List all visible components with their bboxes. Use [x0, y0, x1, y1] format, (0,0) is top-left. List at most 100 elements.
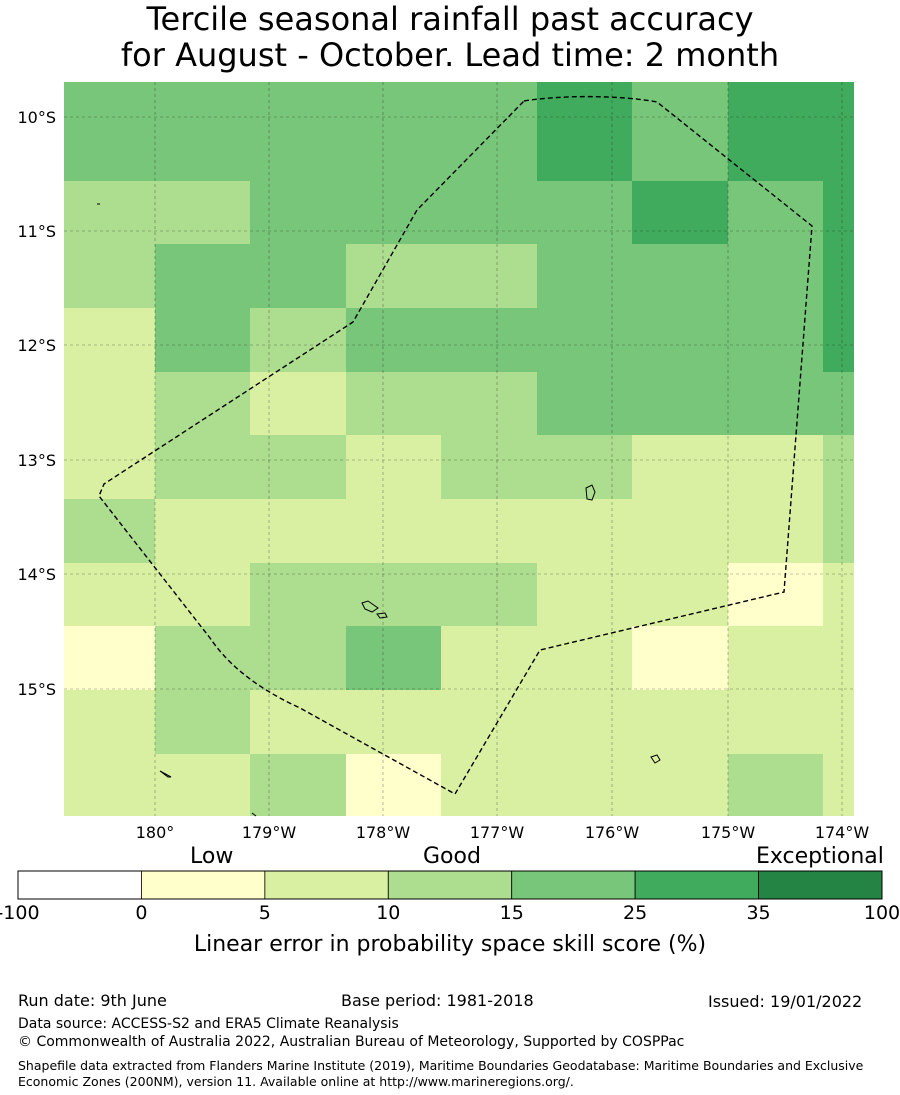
skill-grid — [64, 82, 854, 816]
grid-cell — [346, 499, 441, 563]
grid-cell — [346, 308, 441, 372]
colorbar-tick-label: 10 — [376, 902, 401, 924]
grid-cell — [441, 308, 537, 372]
grid-cell — [250, 181, 346, 244]
grid-cell — [823, 308, 854, 372]
grid-cell — [537, 117, 632, 181]
grid-cell — [632, 244, 728, 308]
grid-cell — [441, 499, 537, 563]
latitude-label: 10°S — [17, 108, 56, 127]
grid-cell — [728, 626, 823, 690]
grid-cell — [250, 499, 346, 563]
grid-cell — [64, 626, 155, 690]
grid-cell — [823, 626, 854, 690]
issued-date: Issued: 19/01/2022 — [708, 992, 863, 1011]
island-outline — [650, 754, 661, 764]
grid-cell — [441, 372, 537, 435]
grid-cell — [250, 244, 346, 308]
grid-cell — [728, 754, 823, 816]
longitude-label: 177°W — [470, 823, 525, 842]
grid-cell — [250, 690, 346, 754]
grid-cell — [64, 435, 155, 499]
grid-cell — [441, 117, 537, 181]
grid-cell — [537, 690, 632, 754]
grid-cell — [155, 754, 250, 816]
grid-cell — [537, 563, 632, 626]
data-source: Data source: ACCESS-S2 and ERA5 Climate … — [18, 1016, 399, 1032]
map-title-line-1: Tercile seasonal rainfall past accuracy — [146, 0, 754, 38]
grid-cell — [155, 181, 250, 244]
grid-cell — [250, 372, 346, 435]
grid-cell — [537, 82, 632, 117]
colorbar-segment — [141, 870, 266, 900]
grid-cell — [155, 563, 250, 626]
colorbar-exceptional-label: Exceptional — [756, 844, 884, 869]
longitude-label: 176°W — [585, 823, 640, 842]
grid-cell — [346, 181, 441, 244]
latitude-labels: 10°S 11°S 12°S 13°S 14°S 15°S — [17, 108, 56, 699]
colorbar-tick-label: 35 — [746, 902, 771, 924]
grid-cell — [155, 308, 250, 372]
grid-cell — [346, 82, 441, 117]
colorbar-segment — [758, 870, 883, 900]
grid-cell — [64, 754, 155, 816]
grid-cell — [632, 372, 728, 435]
grid-cell — [823, 690, 854, 754]
grid-cell — [250, 626, 346, 690]
longitude-label: 174°W — [815, 823, 870, 842]
latitude-label: 15°S — [17, 680, 56, 699]
grid-cell — [250, 754, 346, 816]
colorbar-tick-label: -100 — [0, 902, 40, 924]
grid-cell — [346, 754, 441, 816]
grid-cell — [64, 82, 155, 117]
grid-cell — [64, 181, 155, 244]
grid-cell — [728, 499, 823, 563]
grid-cell — [64, 244, 155, 308]
colorbar-tick-label: 25 — [623, 902, 648, 924]
grid-cell — [537, 435, 632, 499]
colorbar-outline — [17, 870, 883, 900]
colorbar-low-label: Low — [190, 844, 234, 869]
grid-cell — [346, 372, 441, 435]
longitude-label: 180° — [136, 823, 175, 842]
grid-cell — [632, 181, 728, 244]
latitude-label: 13°S — [17, 451, 56, 470]
grid-cell — [823, 372, 854, 435]
shapefile-credit: Shapefile data extracted from Flanders M… — [18, 1058, 864, 1089]
copyright-notice: © Commonwealth of Australia 2022, Austra… — [18, 1034, 685, 1050]
colorbar-segment — [17, 870, 142, 900]
colorbar — [17, 870, 883, 900]
grid-cell — [155, 435, 250, 499]
grid-cell — [64, 690, 155, 754]
grid-cell — [728, 308, 823, 372]
grid-cell — [728, 244, 823, 308]
graticule — [64, 82, 854, 816]
grid-cell — [346, 244, 441, 308]
base-period: Base period: 1981-2018 — [341, 991, 534, 1010]
grid-cell — [155, 690, 250, 754]
colorbar-axis-label: Linear error in probability space skill … — [193, 932, 707, 957]
grid-cell — [155, 372, 250, 435]
island-outline — [159, 770, 172, 778]
grid-cell — [64, 563, 155, 626]
grid-cell — [537, 308, 632, 372]
grid-cell — [632, 563, 728, 626]
grid-cell — [728, 181, 823, 244]
grid-cell — [823, 181, 854, 244]
island-outline — [361, 600, 379, 613]
longitude-label: 179°W — [242, 823, 297, 842]
grid-cell — [250, 435, 346, 499]
grid-cell — [346, 435, 441, 499]
grid-cell — [537, 754, 632, 816]
grid-cell — [250, 563, 346, 626]
grid-cell — [823, 244, 854, 308]
grid-cell — [632, 82, 728, 117]
longitude-label: 178°W — [356, 823, 411, 842]
colorbar-segment — [511, 870, 636, 900]
grid-cell — [823, 499, 854, 563]
grid-cell — [537, 499, 632, 563]
longitude-label: 175°W — [701, 823, 756, 842]
grid-cell — [823, 563, 854, 626]
island-outline — [585, 484, 596, 501]
grid-cell — [155, 626, 250, 690]
